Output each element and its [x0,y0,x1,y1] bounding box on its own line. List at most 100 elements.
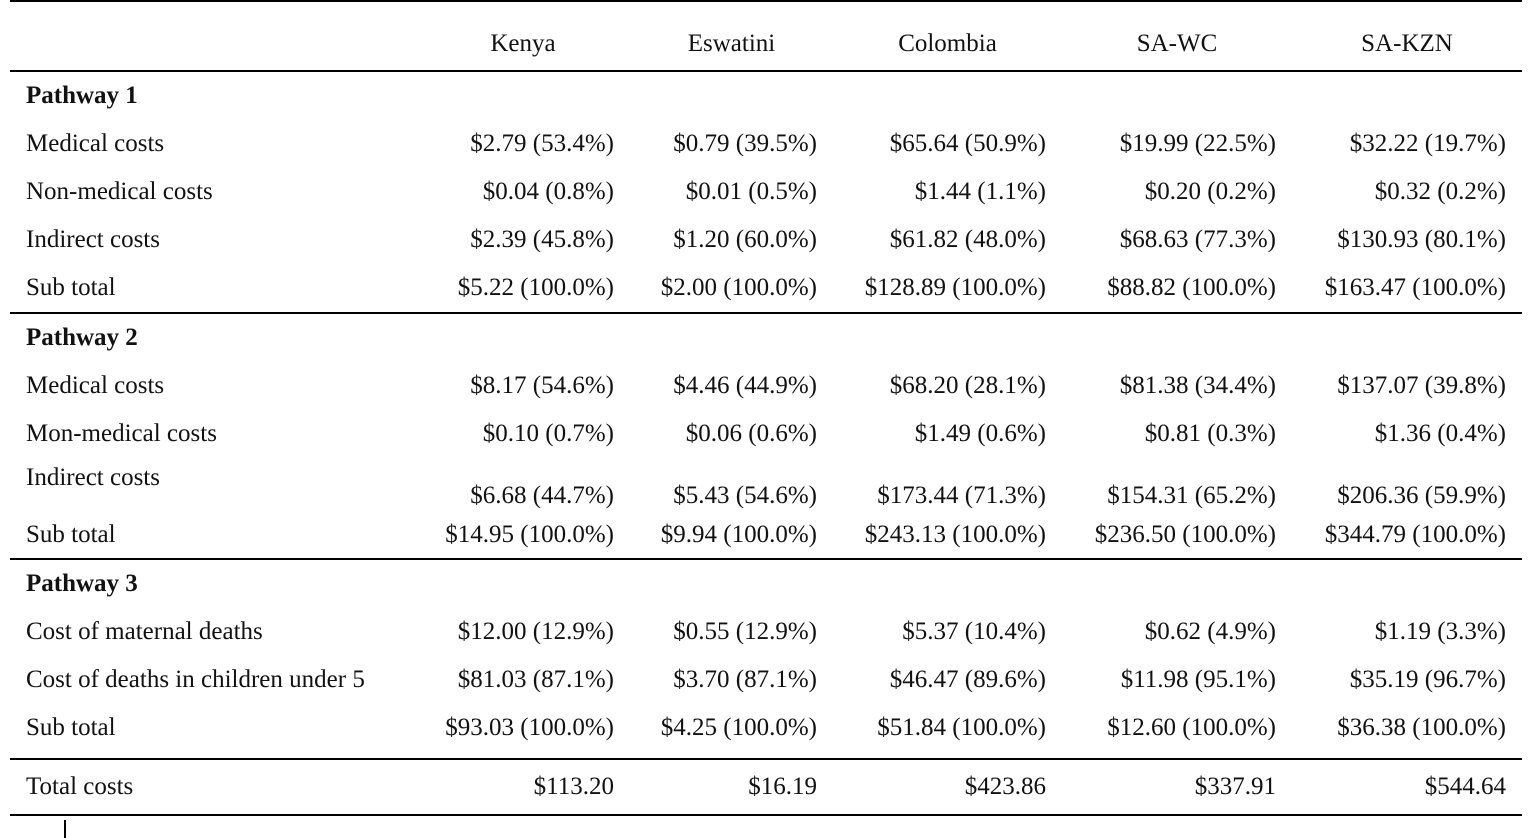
row-label: Medical costs [26,372,165,399]
cost-table: Kenya Eswatini Colombia SA-WC SA-KZN Pat… [10,0,1522,816]
table-cell: $51.84 (100.0%) [877,714,1046,741]
table-cell: $6.68 (44.7%) [470,482,614,509]
column-header-colombia: Colombia [898,30,997,57]
table-cell: $0.06 (0.6%) [685,420,817,447]
row-label: Medical costs [26,130,165,157]
table-cell: $130.93 (80.1%) [1337,226,1506,253]
table-cell: $5.37 (10.4%) [902,618,1046,645]
table-cell: $206.36 (59.9%) [1337,482,1506,509]
table-cell: $68.63 (77.3%) [1119,226,1276,253]
table-cell: $243.13 (100.0%) [833,512,1062,560]
section-header-row: Pathway 2 [10,313,1522,362]
table-cell: $163.47 (100.0%) [1292,264,1522,314]
total-row: Total costs $113.20 $16.19 $423.86 $337.… [10,758,1522,816]
row-label: Indirect costs [26,464,160,491]
row-label: Cost of deaths in children under 5 [26,666,365,693]
row-label: Cost of maternal deaths [26,618,263,645]
table-cell: $61.82 (48.0%) [889,226,1046,253]
table-cell: $2.00 (100.0%) [630,264,833,314]
total-cell: $544.64 [1292,758,1522,816]
row-label-header [10,1,416,71]
table-row: Indirect costs $2.39 (45.8%) $1.20 (60.0… [10,216,1522,264]
section-header-row: Pathway 3 [10,559,1522,608]
total-cell: $16.19 [630,758,833,816]
total-cell: $337.91 [1062,758,1292,816]
table-cell: $0.01 (0.5%) [685,178,817,205]
table-cell: $1.36 (0.4%) [1374,420,1506,447]
table-cell: $0.81 (0.3%) [1144,420,1276,447]
table-cell: $11.98 (95.1%) [1120,666,1276,693]
table-cell: $46.47 (89.6%) [889,666,1046,693]
column-header-sa-kzn: SA-KZN [1361,30,1453,57]
table-cell: $0.04 (0.8%) [482,178,614,205]
table-cell: $173.44 (71.3%) [877,482,1046,509]
table-cell: $0.32 (0.2%) [1374,178,1506,205]
total-cell: $113.20 [416,758,630,816]
table-body: Pathway 1 Medical costs $2.79 (53.4%) $0… [10,71,1522,816]
table-cell: $1.20 (60.0%) [673,226,817,253]
table-row: Cost of maternal deaths $12.00 (12.9%) $… [10,608,1522,656]
table-cell: $19.99 (22.5%) [1119,130,1276,157]
table-cell: $12.00 (12.9%) [457,618,614,645]
table-cell: $344.79 (100.0%) [1292,512,1522,560]
table-cell: $2.79 (53.4%) [470,130,614,157]
table-cell: $5.43 (54.6%) [673,482,817,509]
subtotal-row: Sub total $93.03 (100.0%) $4.25 (100.0%)… [10,704,1522,752]
table-row: Indirect costs $6.68 (44.7%) $5.43 (54.6… [10,458,1522,512]
table-cell: $5.22 (100.0%) [416,264,630,314]
spacer-row [10,752,1522,759]
table-cell: $4.46 (44.9%) [673,372,817,399]
section-title: Pathway 2 [26,324,138,351]
table-cell: $1.49 (0.6%) [914,420,1046,447]
table-cell: $9.94 (100.0%) [630,512,833,560]
table-cell: $93.03 (100.0%) [445,714,614,741]
row-label: Sub total [10,512,416,560]
row-label: Mon-medical costs [26,420,217,447]
subtotal-row: Sub total $5.22 (100.0%) $2.00 (100.0%) … [10,264,1522,314]
table-cell: $1.44 (1.1%) [914,178,1046,205]
table-cell: $88.82 (100.0%) [1062,264,1292,314]
table-cell: $0.20 (0.2%) [1144,178,1276,205]
row-label: Non-medical costs [26,178,213,205]
table-cell: $2.39 (45.8%) [470,226,614,253]
table-cell: $0.62 (4.9%) [1144,618,1276,645]
table-cell: $3.70 (87.1%) [673,666,817,693]
row-label: Sub total [10,264,416,314]
section-title: Pathway 3 [26,570,138,597]
subtotal-row: Sub total $14.95 (100.0%) $9.94 (100.0%)… [10,512,1522,560]
total-label: Total costs [10,758,416,816]
text-cursor [64,820,66,838]
table-cell: $12.60 (100.0%) [1107,714,1276,741]
table-cell: $65.64 (50.9%) [889,130,1046,157]
table-cell: $236.50 (100.0%) [1062,512,1292,560]
table-row: Cost of deaths in children under 5 $81.0… [10,656,1522,704]
table-cell: $0.10 (0.7%) [482,420,614,447]
table-row: Non-medical costs $0.04 (0.8%) $0.01 (0.… [10,168,1522,216]
row-label: Sub total [26,714,116,741]
column-header-sa-wc: SA-WC [1136,30,1218,57]
table-cell: $128.89 (100.0%) [833,264,1062,314]
table-row: Mon-medical costs $0.10 (0.7%) $0.06 (0.… [10,410,1522,458]
row-label: Indirect costs [26,226,160,253]
table-cell: $4.25 (100.0%) [660,714,817,741]
table-cell: $81.03 (87.1%) [457,666,614,693]
total-cell: $423.86 [833,758,1062,816]
table-cell: $35.19 (96.7%) [1349,666,1506,693]
table-cell: $8.17 (54.6%) [470,372,614,399]
table-cell: $0.55 (12.9%) [673,618,817,645]
table-cell: $68.20 (28.1%) [889,372,1046,399]
table-cell: $137.07 (39.8%) [1337,372,1506,399]
table-header: Kenya Eswatini Colombia SA-WC SA-KZN [10,1,1522,71]
table-cell: $32.22 (19.7%) [1349,130,1506,157]
table-cell: $36.38 (100.0%) [1337,714,1506,741]
column-header-eswatini: Eswatini [687,30,776,57]
table-cell: $154.31 (65.2%) [1107,482,1276,509]
section-title: Pathway 1 [26,82,138,109]
table-row: Medical costs $8.17 (54.6%) $4.46 (44.9%… [10,362,1522,410]
table-cell: $1.19 (3.3%) [1374,618,1506,645]
table-row: Medical costs $2.79 (53.4%) $0.79 (39.5%… [10,120,1522,168]
column-header-kenya: Kenya [490,30,556,57]
table-cell: $14.95 (100.0%) [416,512,630,560]
table-cell: $81.38 (34.4%) [1119,372,1276,399]
table-cell: $0.79 (39.5%) [673,130,817,157]
